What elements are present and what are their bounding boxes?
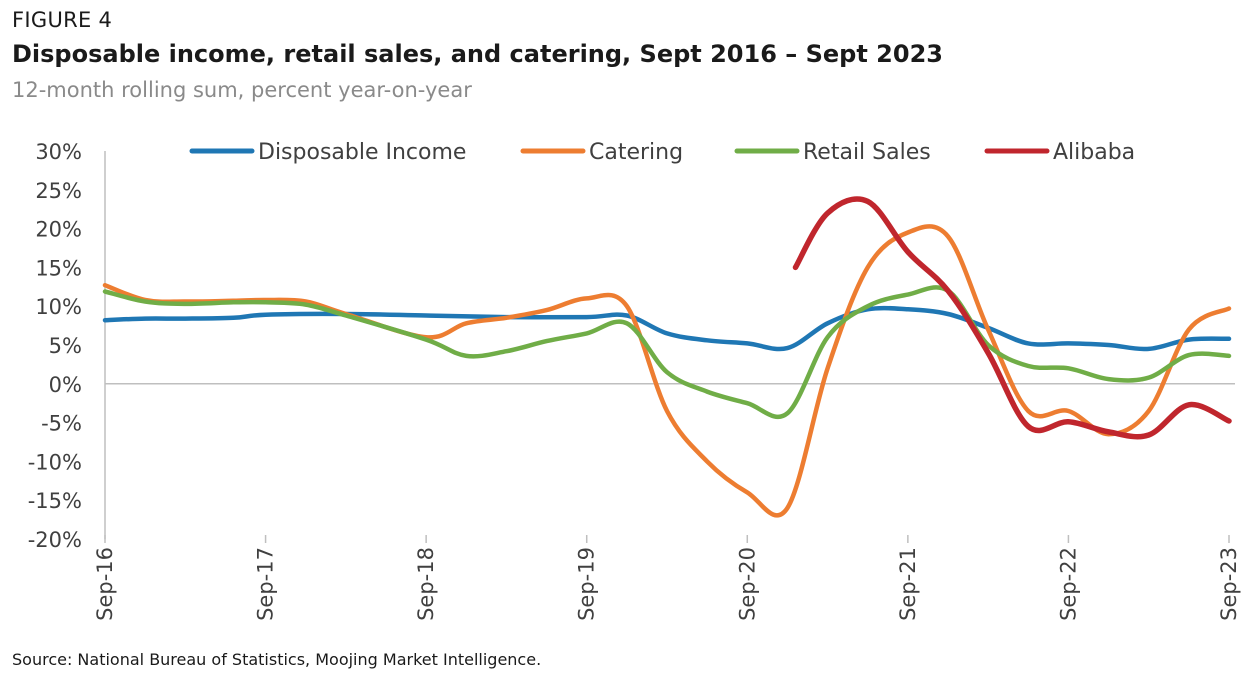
series-line-catering <box>102 224 1232 518</box>
chart-axes: 30% 25% 20% 15% 10% 5% 0% -5% -10% -15% -20% Sep-16… <box>28 140 1241 621</box>
chart-title: Disposable income, retail sales, and cat… <box>12 40 943 68</box>
x-tick-label: Sep-23 <box>1217 547 1241 621</box>
y-tick-label: 10% <box>35 295 82 319</box>
series-line-disposable-income <box>102 305 1232 352</box>
y-tick-label: 0% <box>49 373 82 397</box>
y-tick-label: 30% <box>35 140 82 164</box>
legend-label-catering: Catering <box>589 140 683 165</box>
x-tick-label: Sep-19 <box>575 547 599 621</box>
x-tick-label: Sep-17 <box>254 547 278 621</box>
y-tick-label: -15% <box>28 489 82 513</box>
series-line-alibaba <box>792 196 1232 440</box>
y-tick-label: -5% <box>41 412 82 436</box>
y-tick-label: 15% <box>35 256 82 280</box>
y-tick-label: 20% <box>35 218 82 242</box>
chart-legend: Disposable Income Catering Retail Sales Ali… <box>189 140 1135 165</box>
chart-series <box>102 196 1232 518</box>
x-tick-label: Sep-18 <box>414 547 438 621</box>
y-tick-label: 25% <box>35 179 82 203</box>
legend-label-alibaba: Alibaba <box>1053 140 1135 165</box>
x-tick-label: Sep-22 <box>1056 547 1080 621</box>
y-tick-label: 5% <box>49 334 82 358</box>
chart-subtitle: 12-month rolling sum, percent year-on-ye… <box>12 78 472 102</box>
series-line-retail-sales <box>102 285 1232 420</box>
figure-label: FIGURE 4 <box>12 8 113 32</box>
x-tick-label: Sep-21 <box>896 547 920 621</box>
legend-label-disposable-income: Disposable Income <box>258 140 466 165</box>
legend-label-retail-sales: Retail Sales <box>803 140 931 165</box>
y-tick-label: -10% <box>28 450 82 474</box>
source-note: Source: National Bureau of Statistics, M… <box>12 650 542 669</box>
x-tick-label: Sep-16 <box>93 547 117 621</box>
x-tick-label: Sep-20 <box>735 547 759 621</box>
y-tick-label: -20% <box>28 528 82 552</box>
